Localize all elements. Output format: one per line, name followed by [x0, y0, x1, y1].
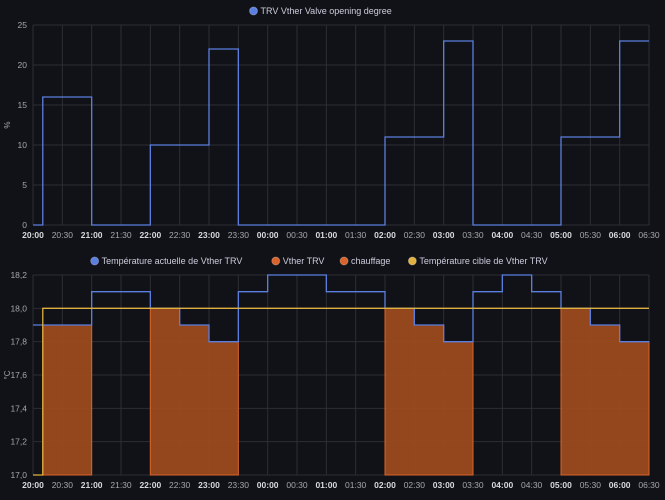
x-tick-label: 22:30: [169, 230, 191, 240]
x-tick-label: 20:30: [52, 480, 74, 490]
x-tick-label: 03:00: [433, 480, 455, 490]
y-axis-label: °C: [3, 370, 12, 379]
x-tick-label: 01:00: [315, 230, 337, 240]
x-tick-label: 22:00: [139, 480, 161, 490]
legend-label: Température actuelle de Vther TRV: [102, 256, 243, 266]
y-tick-label: 17,6: [10, 370, 27, 380]
y-tick-label: 17,8: [10, 337, 27, 347]
legend-label: Vther TRV: [283, 256, 325, 266]
legend-item: TRV Vther Valve opening degree: [249, 6, 392, 16]
y-tick-label: 18,0: [10, 303, 27, 313]
legend-swatch: [90, 256, 100, 266]
y-tick-label: 5: [22, 180, 27, 190]
legend-swatch: [407, 256, 417, 266]
y-tick-label: 17,2: [10, 437, 27, 447]
x-tick-label: 21:30: [110, 480, 132, 490]
x-tick-label: 23:00: [198, 480, 220, 490]
y-tick-label: 15: [18, 100, 28, 110]
x-tick-label: 22:30: [169, 480, 191, 490]
x-tick-label: 06:30: [638, 230, 660, 240]
legend-label: TRV Vther Valve opening degree: [261, 6, 392, 16]
legend-swatch: [339, 256, 349, 266]
x-tick-label: 00:00: [257, 480, 279, 490]
heating-area: [149, 307, 239, 476]
legend: Température actuelle de Vther TRV Vther T…: [90, 256, 548, 266]
valve-opening-chart: TRV Vther Valve opening degree 0 5 10 15 20 25…: [3, 6, 660, 240]
x-tick-label: 03:00: [433, 230, 455, 240]
x-tick-label: 01:00: [315, 480, 337, 490]
x-tick-label: 21:30: [110, 230, 132, 240]
temperature-chart: Température actuelle de Vther TRV Vther T…: [3, 256, 660, 490]
x-tick-label: 20:00: [22, 480, 44, 490]
x-tick-label: 06:30: [638, 480, 660, 490]
x-tick-label: 06:00: [609, 230, 631, 240]
legend-label: chauffage: [351, 256, 390, 266]
x-tick-label: 03:30: [462, 230, 484, 240]
y-tick-label: 20: [18, 60, 28, 70]
x-tick-label: 04:30: [521, 230, 543, 240]
x-tick-label: 04:00: [491, 480, 513, 490]
x-tick-label: 21:00: [81, 480, 103, 490]
legend-item: Température actuelle de Vther TRV: [90, 256, 243, 266]
x-tick-label: 04:00: [491, 230, 513, 240]
x-tick-label: 05:00: [550, 230, 572, 240]
x-tick-label: 23:30: [228, 230, 250, 240]
y-tick-label: 0: [22, 220, 27, 230]
x-tick-label: 05:30: [580, 480, 602, 490]
x-tick-label: 00:30: [286, 230, 308, 240]
legend-item: chauffage: [339, 256, 390, 266]
x-tick-label: 22:00: [139, 230, 161, 240]
x-tick-label: 20:00: [22, 230, 44, 240]
x-tick-label: 20:30: [52, 230, 74, 240]
x-tick-label: 03:30: [462, 480, 484, 490]
legend-item: Vther TRV: [271, 256, 325, 266]
heating-area: [560, 307, 650, 476]
x-tick-label: 05:30: [580, 230, 602, 240]
legend: TRV Vther Valve opening degree: [249, 6, 392, 16]
x-tick-label: 23:30: [228, 480, 250, 490]
x-tick-label: 01:30: [345, 480, 367, 490]
heating-area: [384, 307, 474, 476]
x-tick-label: 02:00: [374, 480, 396, 490]
x-tick-label: 02:00: [374, 230, 396, 240]
y-axis-label: %: [3, 121, 12, 128]
x-tick-label: 00:00: [257, 230, 279, 240]
x-tick-label: 21:00: [81, 230, 103, 240]
legend-item: Température cible de Vther TRV: [407, 256, 548, 266]
legend-label: Température cible de Vther TRV: [419, 256, 547, 266]
heating-area: [42, 324, 93, 476]
y-tick-label: 17,0: [10, 470, 27, 480]
y-tick-label: 25: [18, 20, 28, 30]
x-tick-label: 05:00: [550, 480, 572, 490]
x-tick-label: 00:30: [286, 480, 308, 490]
x-tick-label: 01:30: [345, 230, 367, 240]
series-line: [33, 307, 649, 476]
y-tick-label: 10: [18, 140, 28, 150]
x-tick-label: 04:30: [521, 480, 543, 490]
x-tick-label: 02:30: [404, 230, 426, 240]
x-tick-label: 23:00: [198, 230, 220, 240]
x-tick-label: 06:00: [609, 480, 631, 490]
legend-swatch: [271, 256, 281, 266]
x-tick-label: 02:30: [404, 480, 426, 490]
legend-swatch: [249, 6, 258, 16]
series-line: [33, 40, 649, 226]
y-tick-label: 17,4: [10, 403, 27, 413]
y-tick-label: 18,2: [10, 270, 27, 280]
